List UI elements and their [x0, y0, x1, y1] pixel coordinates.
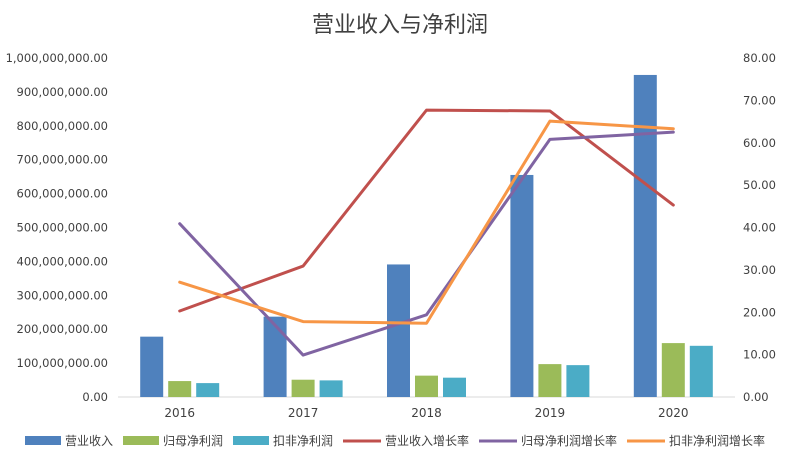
bar [263, 316, 287, 397]
bar [443, 377, 466, 397]
left-tick-label: 100,000,000.00 [17, 356, 108, 370]
right-tick-label: 60.00 [743, 136, 776, 150]
x-tick-label: 2020 [658, 406, 689, 420]
x-tick-label: 2017 [288, 406, 319, 420]
legend-swatch [25, 436, 61, 445]
left-tick-label: 1,000,000,000.00 [6, 51, 108, 65]
right-tick-label: 30.00 [743, 263, 776, 277]
bar [661, 343, 685, 397]
series-line [178, 108, 675, 313]
bar [566, 365, 590, 397]
bar [538, 364, 562, 397]
bar [291, 379, 315, 397]
legend-swatch [123, 436, 159, 445]
legend: 营业收入 归母净利润 扣非净利润 营业收入增长率 归母净利润增长率 扣非净利润增长率 [25, 433, 765, 448]
right-tick-label: 0.00 [743, 390, 769, 404]
bar [510, 174, 534, 397]
bar [140, 336, 164, 397]
series-line [178, 130, 675, 357]
bars [140, 74, 713, 397]
bar [689, 345, 713, 397]
left-tick-label: 500,000,000.00 [17, 221, 108, 235]
left-tick-label: 900,000,000.00 [17, 85, 108, 99]
left-tick-label: 0.00 [82, 390, 108, 404]
legend-swatch [233, 436, 269, 445]
right-tick-label: 80.00 [743, 51, 776, 65]
bar [319, 380, 343, 397]
right-tick-label: 50.00 [743, 178, 776, 192]
left-tick-label: 400,000,000.00 [17, 254, 108, 268]
legend-label: 扣非净利润 [273, 434, 333, 448]
right-tick-label: 20.00 [743, 305, 776, 319]
series-line [178, 119, 675, 325]
x-axis-ticks: 2016 2017 2018 2019 2020 [164, 406, 688, 420]
bar [387, 264, 410, 397]
bar [633, 74, 657, 397]
left-tick-label: 800,000,000.00 [17, 119, 108, 133]
bar [415, 375, 438, 397]
legend-label: 归母净利润增长率 [521, 433, 617, 448]
bar [196, 383, 220, 397]
legend-label: 营业收入增长率 [385, 433, 469, 448]
right-tick-label: 10.00 [743, 348, 776, 362]
bar [168, 381, 192, 397]
left-tick-label: 600,000,000.00 [17, 187, 108, 201]
right-axis-ticks: 0.00 10.00 20.00 30.00 40.00 50.00 60.00 70.00 8… [743, 51, 776, 404]
left-tick-label: 300,000,000.00 [17, 288, 108, 302]
x-tick-label: 2018 [411, 406, 442, 420]
left-tick-label: 200,000,000.00 [17, 322, 108, 336]
right-tick-label: 70.00 [743, 93, 776, 107]
x-tick-label: 2016 [164, 406, 195, 420]
right-tick-label: 40.00 [743, 221, 776, 235]
legend-label: 扣非净利润增长率 [669, 433, 765, 448]
legend-label: 归母净利润 [163, 434, 223, 448]
left-tick-label: 700,000,000.00 [17, 153, 108, 167]
left-axis-ticks: 0.00 100,000,000.00 200,000,000.00 300,000,… [6, 51, 108, 404]
x-tick-label: 2019 [535, 406, 566, 420]
lines [178, 108, 675, 357]
legend-label: 营业收入 [65, 434, 113, 448]
chart-title: 营业收入与净利润 [312, 13, 488, 38]
